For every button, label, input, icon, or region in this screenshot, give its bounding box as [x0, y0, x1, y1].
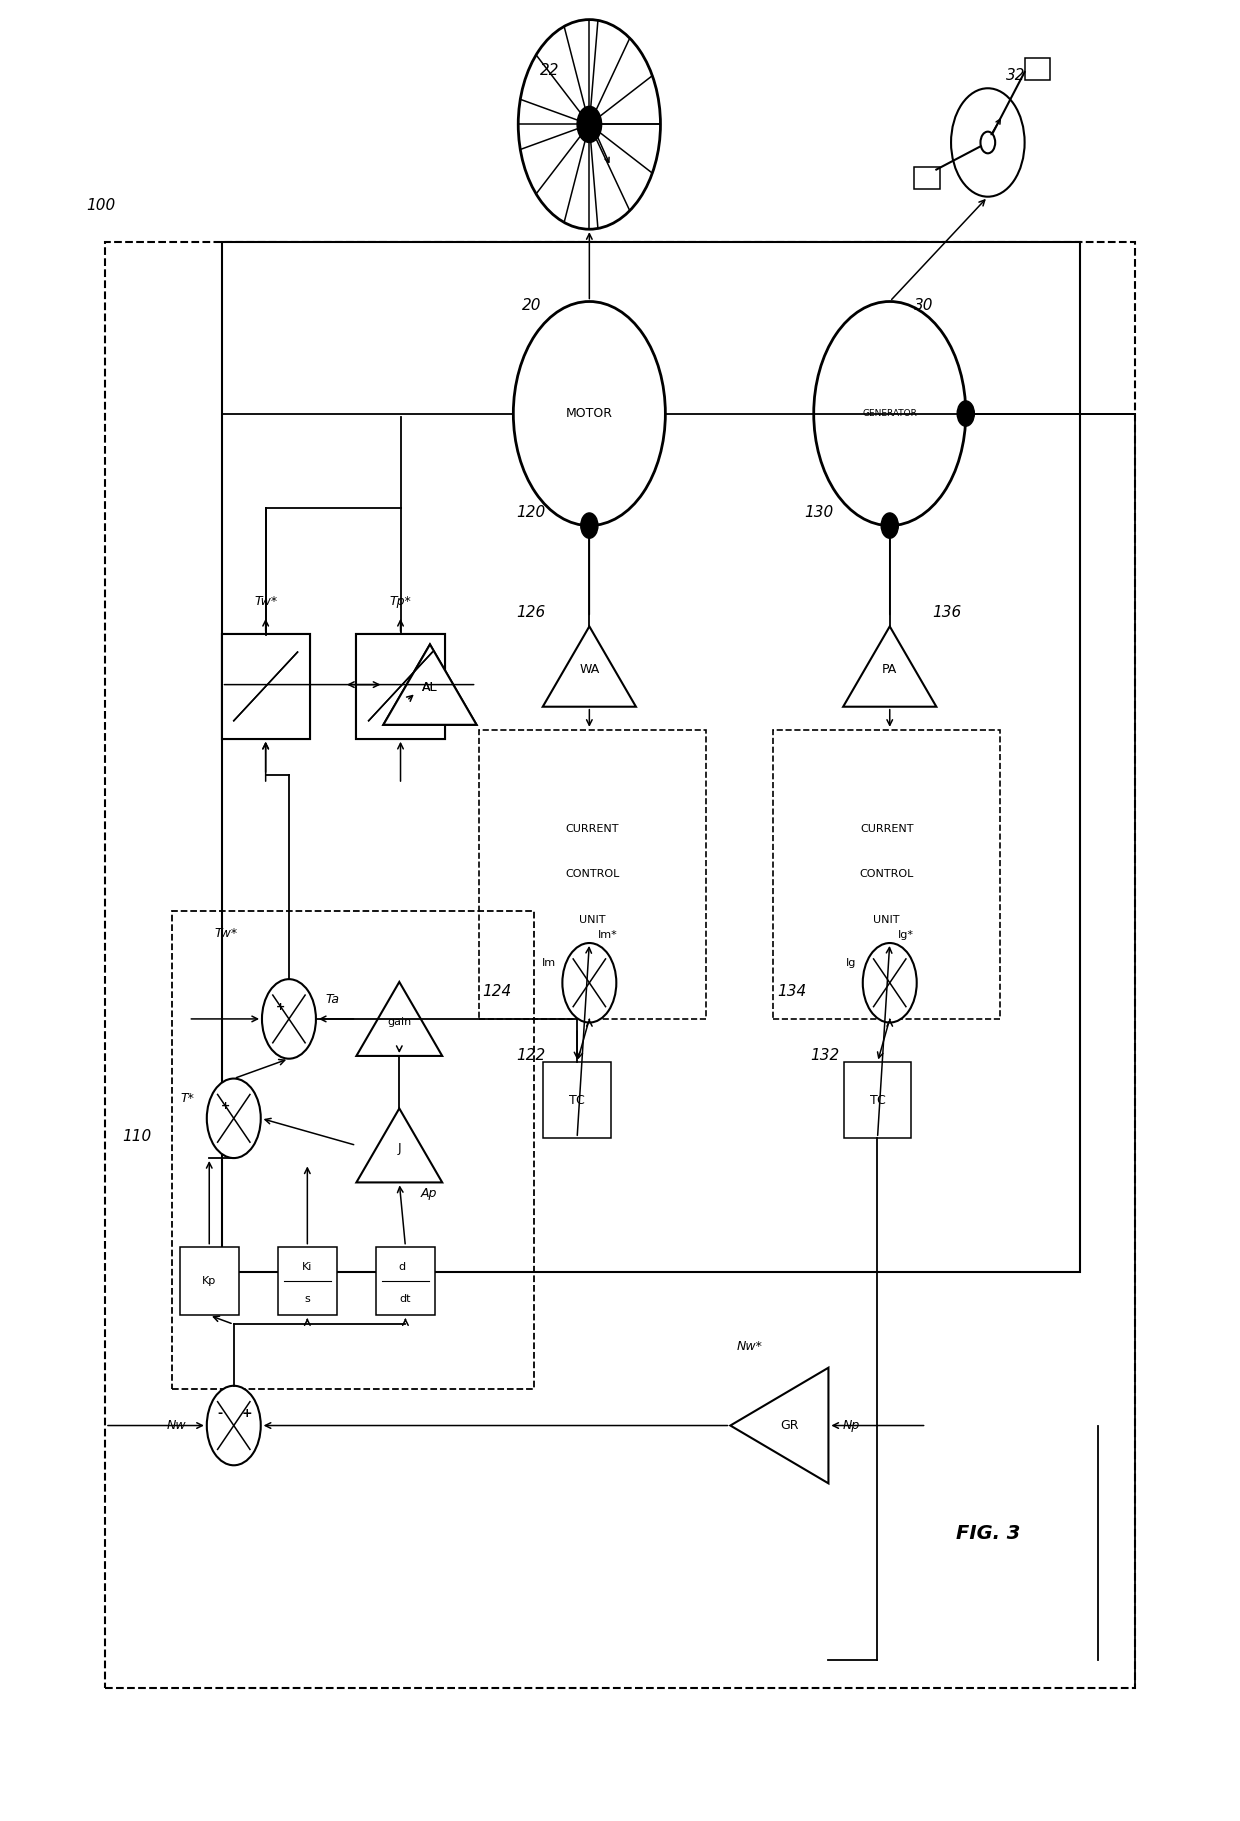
Polygon shape: [356, 982, 443, 1056]
Polygon shape: [843, 626, 936, 707]
Bar: [479, 730, 706, 1020]
Text: Ap: Ap: [420, 1187, 438, 1200]
Circle shape: [863, 943, 916, 1023]
Text: J: J: [398, 1142, 401, 1155]
Circle shape: [957, 401, 975, 426]
Text: Ig*: Ig*: [898, 931, 914, 940]
Bar: [172, 910, 534, 1389]
Text: Nw: Nw: [166, 1419, 186, 1431]
Circle shape: [262, 980, 316, 1058]
Bar: [914, 168, 940, 189]
Text: 22: 22: [541, 62, 559, 78]
Polygon shape: [543, 626, 636, 707]
Bar: [843, 1062, 911, 1138]
Text: +: +: [221, 1102, 231, 1111]
Text: Im*: Im*: [598, 931, 618, 940]
Text: 132: 132: [810, 1047, 839, 1063]
Bar: [222, 242, 1080, 1271]
Text: CONTROL: CONTROL: [565, 869, 620, 880]
Text: PA: PA: [882, 663, 898, 676]
Text: CURRENT: CURRENT: [859, 825, 914, 834]
Text: Np: Np: [843, 1419, 861, 1431]
Polygon shape: [383, 645, 476, 725]
Bar: [543, 1062, 611, 1138]
Polygon shape: [356, 1109, 443, 1182]
Text: 30: 30: [914, 297, 934, 313]
Circle shape: [563, 943, 616, 1023]
Text: d: d: [398, 1262, 405, 1271]
Text: 126: 126: [516, 605, 546, 619]
Polygon shape: [730, 1368, 828, 1484]
Text: 100: 100: [87, 198, 115, 213]
Circle shape: [813, 302, 966, 526]
Text: dt: dt: [399, 1295, 412, 1304]
Circle shape: [951, 87, 1024, 197]
Circle shape: [207, 1386, 260, 1466]
Bar: [278, 1247, 337, 1315]
Bar: [1024, 58, 1050, 80]
Text: 110: 110: [123, 1129, 151, 1144]
Text: 130: 130: [804, 506, 833, 521]
Text: s: s: [305, 1295, 310, 1304]
Circle shape: [518, 20, 661, 229]
Bar: [105, 242, 1135, 1688]
Circle shape: [513, 302, 666, 526]
Text: +: +: [242, 1408, 253, 1420]
Text: 136: 136: [932, 605, 962, 619]
Bar: [180, 1247, 238, 1315]
Text: AL: AL: [422, 681, 438, 694]
Text: Ki: Ki: [303, 1262, 312, 1271]
Text: 20: 20: [522, 297, 542, 313]
Text: CURRENT: CURRENT: [565, 825, 619, 834]
Text: +: +: [277, 1002, 285, 1012]
Text: Tw*: Tw*: [215, 927, 237, 940]
Text: UNIT: UNIT: [873, 914, 900, 925]
Text: 120: 120: [516, 506, 546, 521]
Bar: [356, 634, 445, 739]
Text: Ta: Ta: [326, 992, 340, 1005]
Text: FIG. 3: FIG. 3: [956, 1524, 1021, 1544]
Bar: [356, 634, 445, 739]
Text: AL: AL: [422, 681, 438, 694]
Text: UNIT: UNIT: [579, 914, 605, 925]
Bar: [774, 730, 1001, 1020]
Circle shape: [580, 514, 598, 539]
Text: Tw*: Tw*: [254, 595, 278, 608]
Text: 134: 134: [777, 985, 806, 1000]
Polygon shape: [383, 645, 476, 725]
Text: Tp*: Tp*: [389, 595, 412, 608]
Text: gain: gain: [387, 1016, 412, 1027]
Circle shape: [882, 514, 898, 539]
Text: TC: TC: [869, 1094, 885, 1107]
Text: -: -: [218, 1408, 223, 1420]
Bar: [259, 608, 407, 634]
Text: GENERATOR: GENERATOR: [862, 410, 918, 419]
Bar: [222, 634, 310, 739]
Text: T*: T*: [181, 1093, 195, 1105]
Text: Kp: Kp: [202, 1277, 216, 1286]
Text: TC: TC: [569, 1094, 585, 1107]
Text: Nw*: Nw*: [737, 1340, 763, 1353]
Text: 122: 122: [516, 1047, 546, 1063]
Text: Ig: Ig: [846, 958, 857, 969]
Text: MOTOR: MOTOR: [565, 408, 613, 421]
Circle shape: [981, 131, 996, 153]
Text: GR: GR: [780, 1419, 799, 1431]
Bar: [376, 1247, 435, 1315]
Text: CONTROL: CONTROL: [859, 869, 914, 880]
Text: 32: 32: [1006, 67, 1025, 84]
Text: Im: Im: [542, 958, 557, 969]
Bar: [222, 634, 310, 739]
Circle shape: [577, 106, 601, 142]
Text: 124: 124: [482, 985, 512, 1000]
Circle shape: [207, 1078, 260, 1158]
Text: WA: WA: [579, 663, 599, 676]
